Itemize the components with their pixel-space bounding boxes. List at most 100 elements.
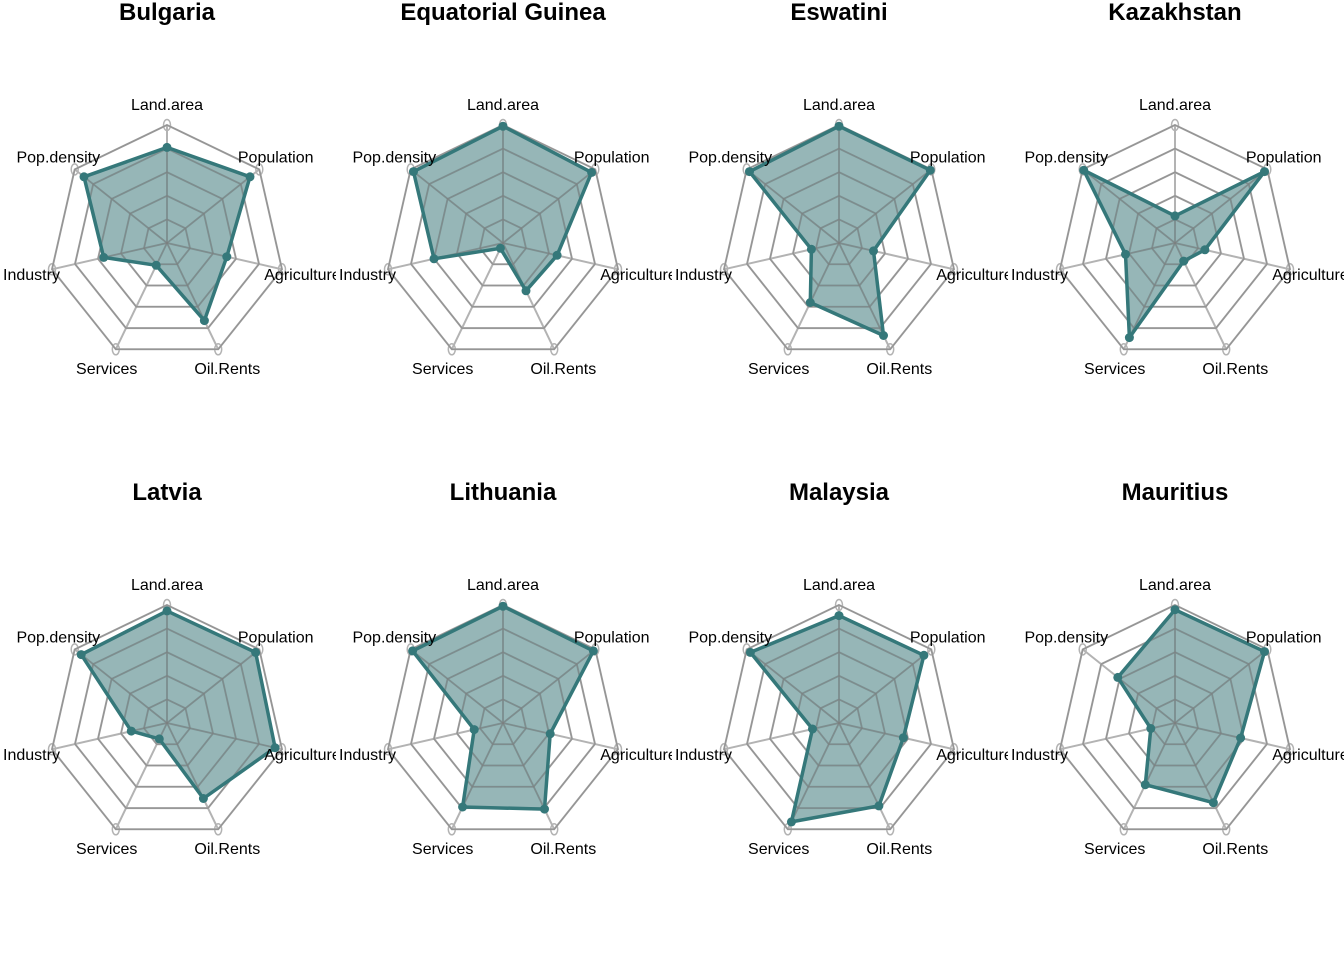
data-point	[198, 794, 208, 803]
axis-end-marker	[1170, 118, 1180, 132]
data-point	[1170, 211, 1180, 221]
axis-end-marker	[949, 743, 959, 756]
data-point	[1140, 780, 1150, 790]
grid-spoke-overlay	[838, 242, 885, 336]
axis-label: Agriculture	[264, 267, 336, 284]
data-point	[429, 254, 439, 264]
axis-label: Industry	[675, 747, 732, 764]
data-point	[79, 172, 89, 182]
radar-panel: Malaysia Land.area Population Agriculture Oi…	[672, 480, 1008, 960]
panel-title: Eswatini	[790, 0, 887, 26]
data-point	[1260, 647, 1269, 657]
axis-label: Services	[76, 361, 137, 378]
data-point	[251, 647, 261, 657]
data-point	[925, 165, 935, 175]
data-point	[409, 167, 418, 177]
data-point	[1079, 165, 1089, 175]
axis-label: Agriculture	[1272, 747, 1344, 764]
axis-end-marker	[949, 263, 959, 276]
series-line	[747, 124, 933, 338]
grid-spoke-overlay	[166, 242, 227, 258]
axis-end-marker	[1285, 263, 1295, 276]
axis-end-marker	[47, 743, 57, 756]
grid-spoke-overlay	[1174, 651, 1265, 724]
panel-title: Malaysia	[789, 480, 890, 506]
data-point	[270, 743, 280, 753]
grid-ring-overlay	[143, 218, 191, 266]
axis-label: Services	[748, 361, 809, 378]
data-point	[245, 172, 255, 182]
axis-label: Oil.Rents	[194, 361, 260, 378]
grid-ring-overlay	[1151, 218, 1199, 266]
data-point	[498, 121, 508, 131]
grid-spoke-overlay	[83, 176, 168, 244]
grid-spoke-overlay	[502, 722, 551, 735]
grid-ring-overlay	[479, 698, 527, 746]
data-point	[1179, 256, 1189, 266]
panel-title: Kazakhstan	[1108, 0, 1241, 26]
axis-end-marker	[383, 743, 393, 756]
panel-title: Latvia	[132, 480, 202, 506]
data-point	[1236, 733, 1246, 743]
axis-label: Land.area	[1139, 577, 1211, 594]
grid-spoke-overlay	[838, 242, 874, 252]
axis-label: Land.area	[1139, 97, 1211, 114]
panel-title: Mauritius	[1122, 480, 1229, 506]
axis-label: Pop.density	[688, 629, 772, 646]
axis-end-marker	[383, 263, 393, 276]
axis-label: Industry	[1011, 747, 1068, 764]
grid-spoke-overlay	[502, 171, 593, 244]
data-point	[99, 252, 109, 262]
series-line	[82, 145, 252, 323]
data-point	[786, 817, 796, 827]
grid-ring-overlay	[97, 651, 237, 788]
data-point	[1124, 333, 1134, 343]
grid-ring-overlay	[1059, 604, 1291, 831]
axis-label: Population	[574, 149, 650, 166]
data-point	[1208, 798, 1218, 808]
axis-end-marker	[47, 263, 57, 276]
grid-ring-overlay	[1128, 674, 1222, 767]
grid-spoke-overlay	[166, 722, 205, 799]
data-point	[874, 801, 884, 811]
grid-ring-overlay	[143, 698, 191, 746]
grid-spoke-overlay	[1083, 169, 1176, 244]
axis-label: Oil.Rents	[1202, 841, 1268, 858]
axis-label: Land.area	[131, 577, 203, 594]
series-line	[411, 124, 594, 293]
radar-panel: Eswatini Land.area Population Agriculture Oi…	[672, 0, 1008, 480]
axis-end-marker	[162, 118, 172, 132]
panel-title: Bulgaria	[119, 0, 216, 26]
data-point	[545, 729, 555, 739]
data-point	[521, 286, 531, 296]
data-point	[1260, 167, 1269, 177]
data-point	[834, 121, 844, 131]
axis-label: Population	[238, 149, 314, 166]
data-point	[498, 601, 508, 611]
data-point	[76, 650, 86, 660]
data-point	[458, 802, 468, 812]
data-point	[199, 316, 209, 326]
axis-label: Agriculture	[600, 267, 672, 284]
grid-spoke-overlay	[1174, 242, 1206, 251]
grid-ring-overlay	[1151, 698, 1199, 746]
data-point	[154, 734, 164, 744]
radar-panel: Lithuania Land.area Population Agriculture O…	[336, 480, 672, 960]
data-point	[540, 804, 549, 814]
data-point	[834, 611, 844, 621]
axis-label: Services	[1084, 361, 1145, 378]
grid-ring-overlay	[1128, 194, 1222, 287]
data-point	[552, 250, 562, 260]
data-point	[898, 733, 908, 743]
axis-label: Land.area	[131, 97, 203, 114]
data-point	[806, 244, 816, 254]
data-point	[495, 243, 505, 253]
grid-spoke-overlay	[1174, 722, 1241, 739]
axis-label: Agriculture	[264, 747, 336, 764]
grid-ring-overlay	[1105, 651, 1245, 788]
grid-spoke	[450, 242, 504, 350]
axis-end-marker	[1285, 743, 1295, 756]
grid-ring-overlay	[1082, 627, 1268, 809]
grid-ring-overlay	[815, 218, 863, 266]
grid-spoke-overlay	[838, 169, 931, 244]
